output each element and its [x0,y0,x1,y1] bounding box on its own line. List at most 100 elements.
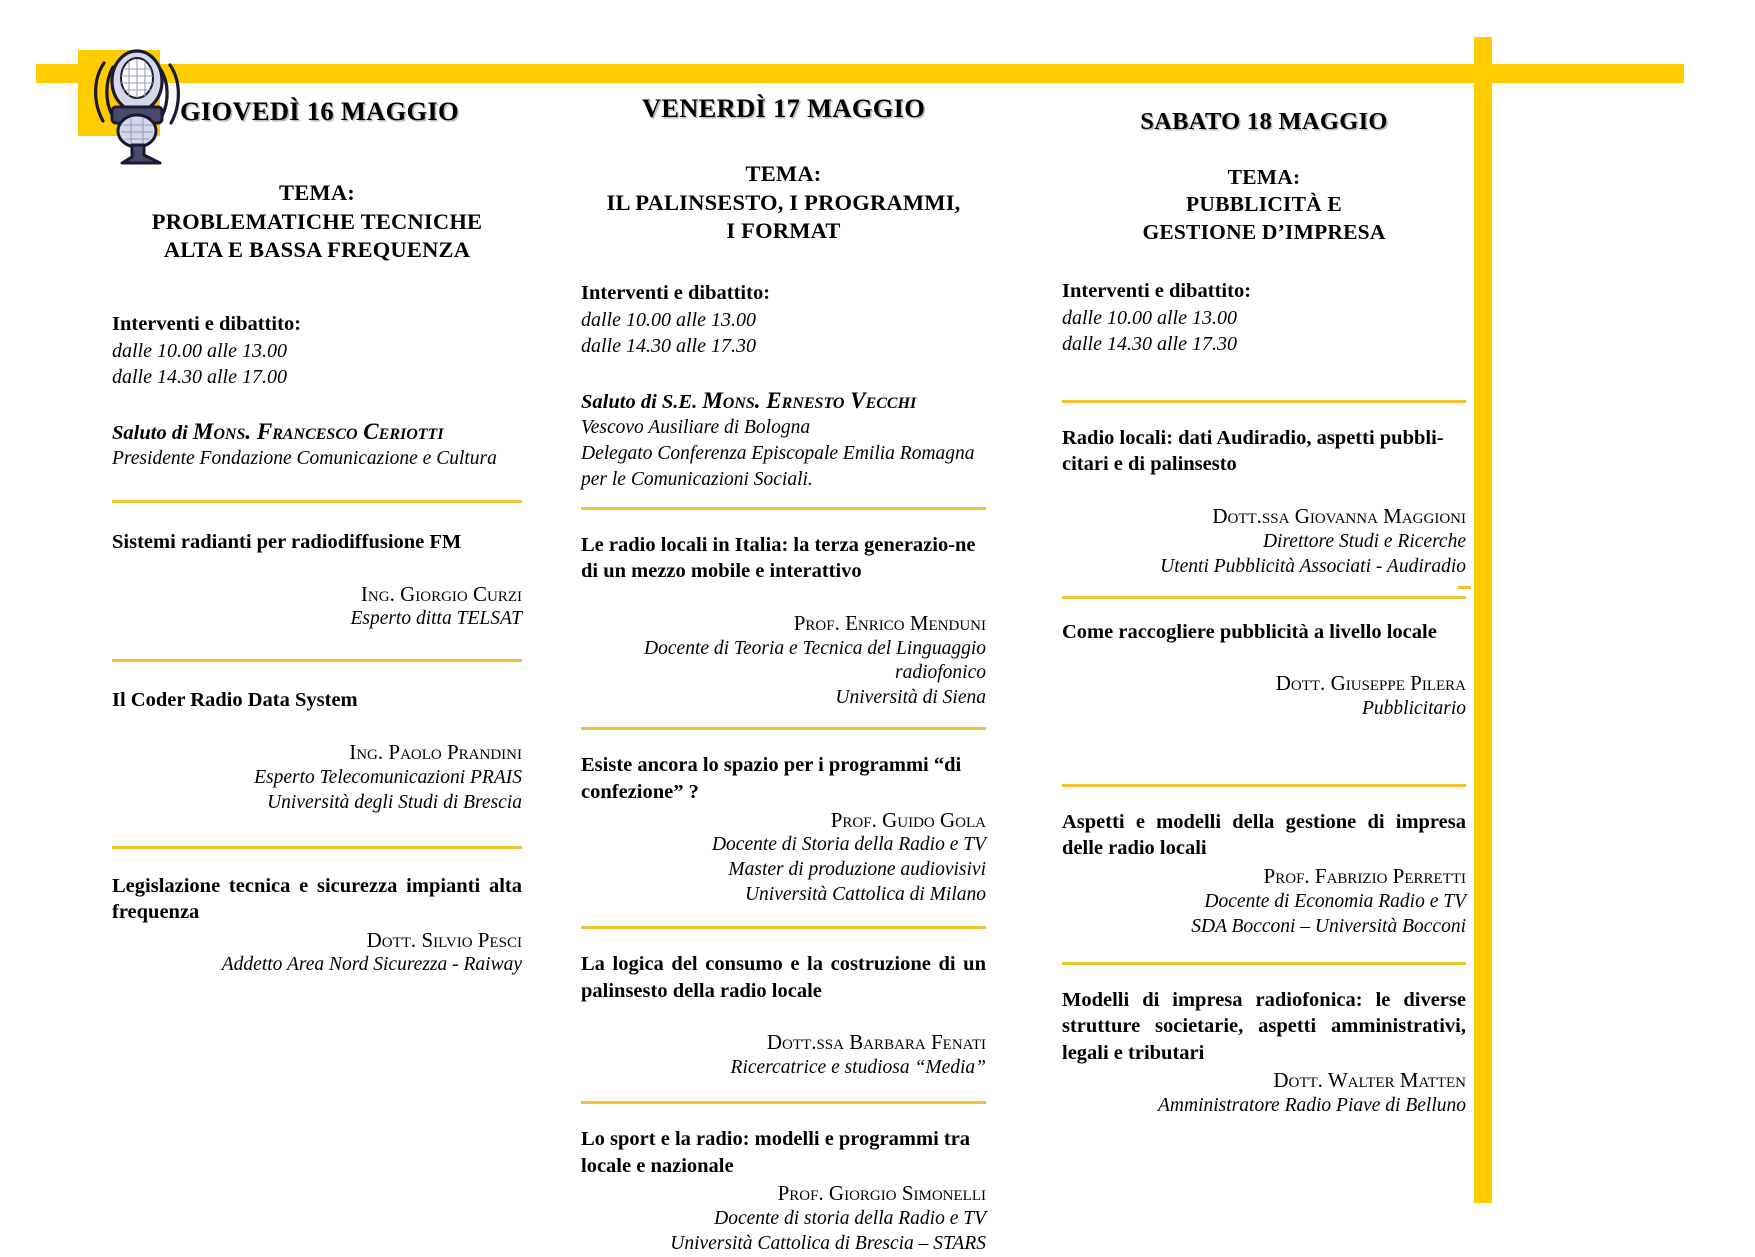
greeting-name: Mons. Francesco Ceriotti [192,418,444,444]
speaker-prefix: Ing. [349,739,389,764]
talk-speaker: Dott.ssa Giovanna Maggioni [1062,504,1466,530]
tema-block: TEMA: PROBLEMATICHE TECNICHE ALTA E BASS… [112,179,522,265]
divider [1062,399,1466,403]
talk-entry: Aspetti e modelli della gestione di impr… [1062,783,1466,940]
talk-affiliation: Docente di storia della Radio e TV [714,1207,986,1229]
talk-affiliation: Università di Siena [835,687,986,709]
schedule-block: Interventi e dibattito: dalle 10.00 alle… [1062,278,1466,358]
talk-entry: Sistemi radianti per radiodiffusione FM … [112,500,522,632]
schedule-time-1: dalle 10.00 alle 13.00 [112,339,287,362]
speaker-prefix: Prof. [1263,864,1315,888]
talk-speaker: Prof. Giorgio Simonelli [581,1181,986,1207]
speaker-name: Fabrizio Perretti [1314,864,1466,888]
speaker-name: Giorgio Curzi [400,581,522,606]
speaker-prefix: Dott. [1273,1068,1328,1093]
schedule-time-1: dalle 10.00 alle 13.00 [581,308,756,331]
right-yellow-bar [1474,37,1492,1203]
talk-speaker: Ing. Giorgio Curzi [112,582,522,608]
divider [581,1100,986,1104]
divider [581,727,986,731]
talk-affiliation: Università degli Studi di Brescia [267,791,522,813]
speaker-prefix: Dott. [1275,671,1331,696]
talk-title: Le radio locali in Italia: la terza gene… [581,533,976,583]
divider [112,845,522,849]
talk-entry: Lo sport e la radio: modelli e programmi… [581,1100,986,1257]
talk-affiliation: Università Cattolica di Milano [744,884,986,906]
speaker-name: Giorgio Simonelli [828,1181,986,1206]
talk-affiliation: Pubblicitario [1362,697,1466,719]
talk-title: Radio locali: dati Audiradio, aspetti pu… [1062,426,1444,476]
speaker-prefix: Dott.ssa [766,1030,850,1055]
greeting-subtitle-1: Vescovo Ausiliare di Bologna [581,417,811,439]
tema-block: TEMA: PUBBLICITÀ E GESTIONE D’IMPRESA [1062,164,1466,246]
tema-line-1: IL PALINSESTO, I PROGRAMMI, [606,189,961,215]
day-column-venerdi: VENERDÌ 17 MAGGIO TEMA: IL PALINSESTO, I… [581,0,986,1257]
talk-entry: La logica del consumo e la costruzione d… [581,926,986,1081]
talk-entry: Radio locali: dati Audiradio, aspetti pu… [1062,399,1466,580]
talk-entry: Modelli di impresa radiofonica: le diver… [1062,961,1466,1119]
tema-label: TEMA: [745,161,822,186]
talk-title: Il Coder Radio Data System [112,689,358,712]
talk-speaker: Ing. Paolo Prandini [112,740,522,766]
speaker-name: Giovanna Maggioni [1294,504,1466,528]
greeting-subtitle-2: Delegato Conferenza Episcopale Emilia Ro… [581,443,975,465]
schedule-label: Interventi e dibattito: [112,312,302,335]
day-column-giovedi: GIOVEDÌ 16 MAGGIO TEMA: PROBLEMATICHE TE… [112,0,522,978]
talk-affiliation: Master di produzione audiovisivi [728,859,986,881]
talk-entry: Le radio locali in Italia: la terza gene… [581,506,986,712]
tema-label: TEMA: [279,180,355,205]
tema-block: TEMA: IL PALINSESTO, I PROGRAMMI, I FORM… [581,160,986,246]
talk-title: Lo sport e la radio: modelli e programmi… [581,1127,971,1177]
greeting-prefix: Saluto di [112,421,193,444]
speaker-prefix: Prof. [793,610,846,635]
speaker-name: Paolo Prandini [388,739,522,764]
schedule-time-2: dalle 14.30 alle 17.00 [112,366,287,389]
greeting-block: Saluto di Mons. Francesco Ceriotti Presi… [112,417,522,473]
talk-affiliation: Esperto Telecomunicazioni PRAIS [254,766,522,788]
tema-line-1: PUBBLICITÀ E [1186,192,1342,217]
speaker-name: Enrico Menduni [845,610,986,635]
talk-speaker: Prof. Enrico Menduni [581,611,986,637]
day-title: GIOVEDÌ 16 MAGGIO [180,96,459,126]
tema-line-2: ALTA E BASSA FREQUENZA [163,237,471,263]
talk-affiliation: Direttore Studi e Ricerche [1262,530,1466,552]
divider [1062,961,1466,965]
talk-affiliation: Ricercatrice e studiosa “Media” [730,1057,986,1078]
greeting-subtitle-3: per le Comunicazioni Sociali. [581,468,813,490]
talk-entry: Legislazione tecnica e sicurezza impiant… [112,845,522,979]
speaker-name: Guido Gola [882,807,986,832]
greeting-block: Saluto di S.E. Mons. Ernesto Vecchi Vesc… [581,386,986,493]
schedule-time-1: dalle 10.00 alle 13.00 [1062,306,1237,329]
schedule-time-2: dalle 14.30 alle 17.30 [581,335,756,358]
speaker-name: Barbara Fenati [849,1030,986,1055]
tema-line-1: PROBLEMATICHE TECNICHE [151,208,483,234]
talk-speaker: Prof. Fabrizio Perretti [1062,864,1466,890]
speaker-name: Silvio Pesci [421,927,522,952]
talk-title: Modelli di impresa radiofonica: le diver… [1062,988,1466,1064]
talk-title: Sistemi radianti per radiodiffusione FM [112,531,462,554]
talk-affiliation: Addetto Area Nord Sicurezza - Raiway [221,954,522,976]
top-yellow-bar [36,64,1684,83]
talk-affiliation: Docente di Economia Radio e TV [1204,890,1466,912]
speaker-name: Giuseppe Pilera [1330,671,1466,696]
talk-affiliation: Utenti Pubblicità Associati - Audiradio [1160,555,1466,577]
talk-speaker: Dott.ssa Barbara Fenati [581,1030,986,1056]
speaker-prefix: Prof. [777,1181,829,1206]
talk-title: Legislazione tecnica e sicurezza impiant… [112,874,522,924]
speaker-name: Walter Matten [1327,1068,1466,1093]
greeting-title: Saluto di S.E. Mons. Ernesto Vecchi [581,386,986,416]
divider [112,659,522,663]
talk-entry: Esiste ancora lo spazio per i programmi … [581,727,986,908]
day-title: SABATO 18 MAGGIO [1140,108,1388,135]
talk-affiliation: Amministratore Radio Piave di Belluno [1158,1095,1466,1117]
greeting-prefix: Saluto di S.E. [581,390,703,413]
schedule-time-2: dalle 14.30 alle 17.30 [1062,333,1237,356]
talk-speaker: Prof. Guido Gola [581,808,986,834]
tema-line-2: GESTIONE D’IMPRESA [1142,219,1386,244]
speaker-prefix: Dott. [366,927,422,952]
talk-title: Come raccogliere pubblicità a livello lo… [1062,620,1437,643]
microphone-icon [82,45,192,170]
talk-speaker: Dott. Giuseppe Pilera [1062,671,1466,697]
talk-affiliation: Esperto ditta TELSAT [350,608,522,630]
talk-entry: Il Coder Radio Data System Ing. Paolo Pr… [112,659,522,815]
